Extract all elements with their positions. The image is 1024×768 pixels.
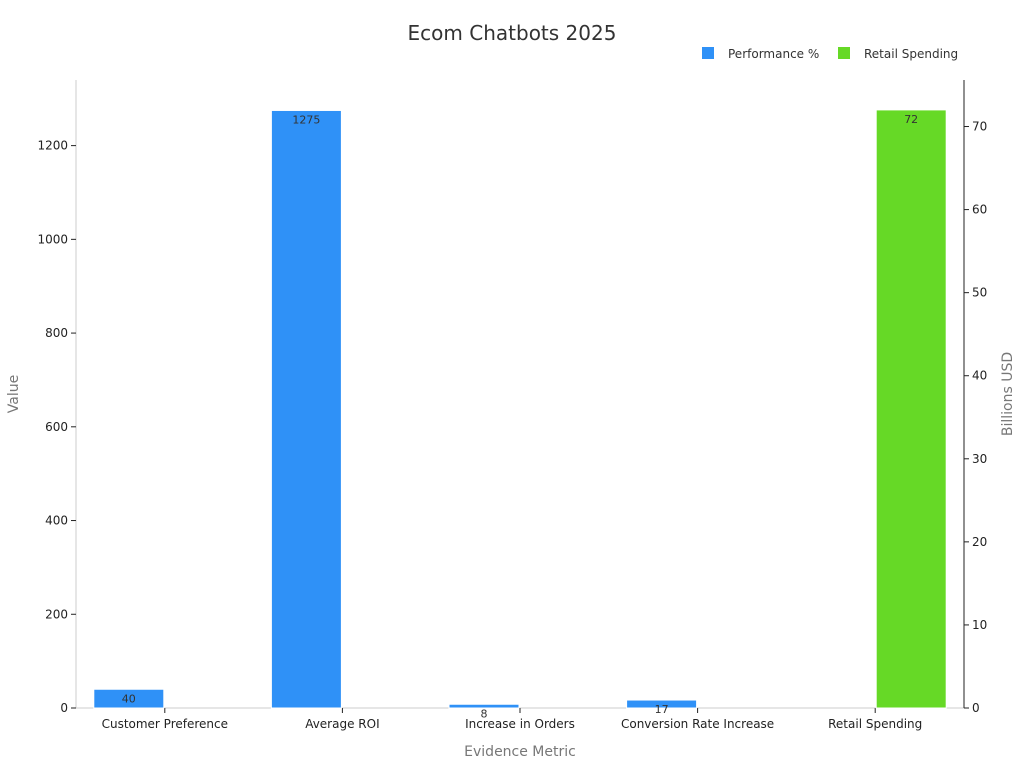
legend: Performance % Retail Spending: [702, 47, 958, 61]
legend-label: Retail Spending: [864, 47, 958, 61]
x-tick-label: Customer Preference: [102, 717, 228, 731]
x-tick-label: Conversion Rate Increase: [621, 717, 774, 731]
left-y-tick-label: 1000: [37, 232, 68, 246]
left-y-tick-label: 400: [45, 514, 68, 528]
x-tick-label: Retail Spending: [828, 717, 922, 731]
left-y-tick-label: 800: [45, 326, 68, 340]
bar-data-label: 17: [655, 703, 669, 716]
left-y-tick-label: 200: [45, 607, 68, 621]
right-y-axis-label: Billions USD: [1000, 352, 1016, 436]
right-y-ticks: 0 10 20 30 40 50 60 70: [964, 120, 987, 715]
bar-performance--2: [448, 703, 520, 709]
chart-title: Ecom Chatbots 2025: [408, 21, 617, 45]
left-y-ticks: 0 200 400 600 800 1000 1200: [37, 139, 76, 715]
axes: [75, 80, 965, 709]
right-y-tick-label: 70: [972, 120, 987, 134]
bar-retail-spending-4: [875, 109, 947, 709]
bars: [93, 109, 947, 709]
x-axis-label: Evidence Metric: [464, 744, 576, 760]
left-y-tick-label: 600: [45, 420, 68, 434]
right-y-tick-label: 50: [972, 286, 987, 300]
bar-performance--1: [270, 109, 342, 709]
legend-swatch: [838, 47, 850, 59]
bar-data-label: 40: [122, 692, 136, 705]
right-y-tick-label: 60: [972, 203, 987, 217]
bar-performance--0: [93, 688, 165, 709]
x-ticks: Customer Preference Average ROI Increase i…: [102, 708, 922, 731]
bar-performance--3: [626, 699, 698, 709]
right-y-tick-label: 0: [972, 701, 980, 715]
x-tick-label: Increase in Orders: [465, 717, 575, 731]
right-y-tick-label: 10: [972, 618, 987, 632]
left-y-axis-label: Value: [6, 375, 22, 413]
bar-data-label: 72: [904, 113, 918, 126]
right-y-tick-label: 40: [972, 369, 987, 383]
right-y-tick-label: 20: [972, 535, 987, 549]
data-labels: 40 1275 8 17 72: [122, 113, 918, 720]
bar-data-label: 1275: [292, 113, 320, 126]
legend-swatch: [702, 47, 714, 59]
legend-label: Performance %: [728, 47, 819, 61]
bar-data-label: 8: [481, 707, 488, 720]
left-y-tick-label: 1200: [37, 139, 68, 153]
left-y-tick-label: 0: [60, 701, 68, 715]
right-y-tick-label: 30: [972, 452, 987, 466]
x-tick-label: Average ROI: [305, 717, 379, 731]
